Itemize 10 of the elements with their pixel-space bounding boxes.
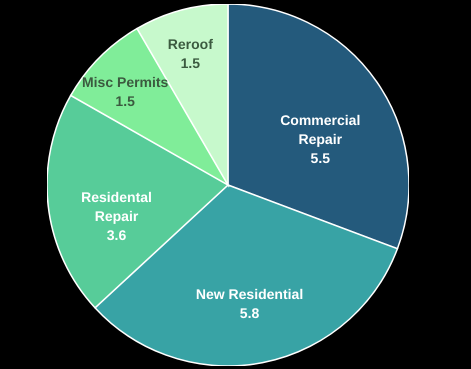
slice-label: Misc Permits — [82, 74, 169, 90]
slice-label: Commercial Repair — [280, 112, 360, 148]
data-label: 3.6 — [106, 226, 126, 243]
data-label: 5.5 — [310, 150, 330, 166]
slice-label: Residental Repair — [81, 188, 152, 224]
slice-label: Reroof — [168, 36, 214, 52]
data-label: 1.5 — [115, 93, 136, 110]
slice-label: New Residential — [196, 286, 304, 302]
data-label: 1.5 — [180, 55, 200, 72]
data-label: 5.8 — [240, 305, 260, 322]
